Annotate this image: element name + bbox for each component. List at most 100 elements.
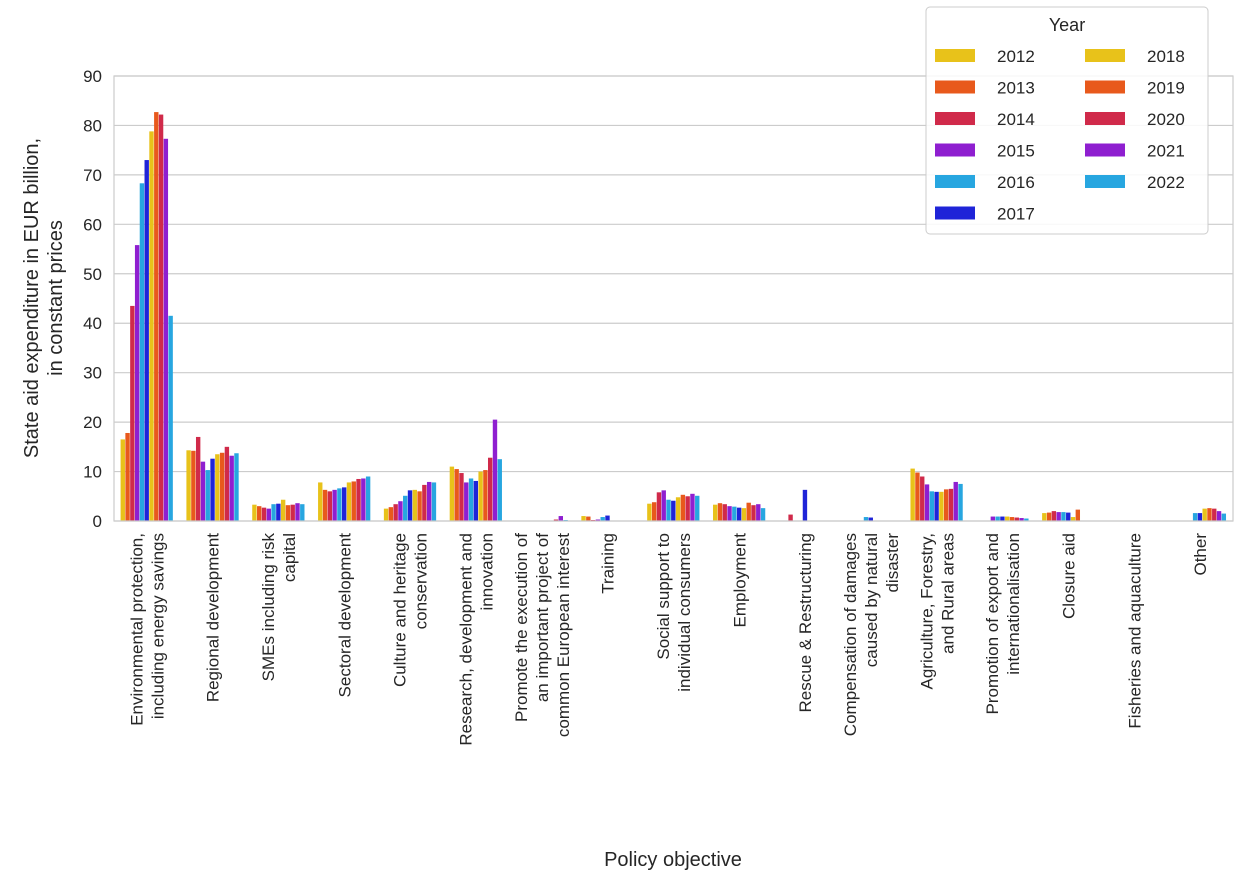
- bar-2017: [473, 480, 479, 521]
- bar-2017: [736, 507, 742, 521]
- bar-2017: [671, 500, 676, 521]
- legend-items: 2012 2013 2014 2015 2016 2017 2018 2019 2020 2021…: [935, 47, 1185, 224]
- bar-2020: [487, 457, 493, 521]
- bar-2017: [934, 491, 939, 521]
- legend-label-2019: 2019: [1147, 79, 1185, 98]
- legend-swatch-2020: [1085, 112, 1125, 125]
- legend-label-2012: 2012: [997, 47, 1035, 66]
- bar-2018: [1070, 517, 1076, 521]
- bar-2014: [788, 514, 793, 521]
- legend-label-2016: 2016: [997, 173, 1035, 192]
- bar-2012: [383, 508, 389, 521]
- bar-2017: [341, 487, 347, 521]
- bar-2016: [666, 499, 671, 521]
- bar-2021: [756, 504, 761, 521]
- bar-2013: [257, 506, 262, 521]
- bar-2014: [920, 476, 925, 521]
- bar-2019: [680, 494, 686, 521]
- bar-2013: [915, 472, 920, 521]
- legend-swatch-2012: [935, 49, 975, 62]
- bar-2015: [661, 490, 666, 521]
- legend-label-2018: 2018: [1147, 47, 1185, 66]
- bar-2015: [332, 489, 337, 521]
- x-tick-label: Culture and heritage conservation: [391, 533, 431, 687]
- bar-2017: [1000, 516, 1005, 521]
- bar-2021: [1216, 511, 1222, 521]
- bar-2018: [478, 471, 483, 521]
- bar-2015: [727, 506, 732, 521]
- x-tick-label: Closure aid: [1059, 533, 1078, 619]
- bar-2017: [407, 490, 413, 521]
- bar-2022: [958, 483, 963, 521]
- y-tick-label: 20: [83, 413, 102, 432]
- bar-2018: [215, 454, 220, 521]
- x-tick-label: Sectoral development: [335, 533, 354, 698]
- bar-2021: [361, 478, 366, 521]
- bar-2021: [953, 481, 958, 521]
- bar-2019: [1009, 517, 1015, 521]
- bar-2016: [732, 506, 737, 521]
- x-tick-label: Promote the execution of an important pro…: [512, 533, 573, 737]
- bar-2022: [760, 508, 766, 521]
- y-tick-label: 60: [83, 215, 102, 234]
- y-tick-label: 30: [83, 364, 102, 383]
- bar-2018: [675, 497, 681, 521]
- bar-2015: [398, 501, 403, 521]
- y-tick-label: 80: [83, 116, 102, 135]
- legend-label-2014: 2014: [997, 110, 1035, 129]
- legend-swatch-2021: [1085, 143, 1125, 157]
- bar-2021: [426, 481, 432, 521]
- bar-2020: [224, 446, 230, 521]
- bar-2015: [464, 482, 469, 521]
- bar-2016: [995, 516, 1000, 521]
- bar-2012: [581, 516, 586, 521]
- bar-2013: [454, 469, 459, 521]
- bar-2018: [346, 482, 352, 521]
- x-tick-label: Compensation of damages caused by natural…: [841, 533, 902, 737]
- bar-2015: [990, 516, 996, 521]
- legend: Year 2012 2013 2014 2015 2016 2017 2018 2019 202…: [925, 6, 1209, 235]
- y-tick-label: 0: [93, 512, 102, 531]
- bar-2017: [276, 503, 281, 521]
- bar-2017: [605, 515, 610, 521]
- bar-2016: [403, 495, 408, 521]
- bar-2022: [695, 495, 700, 521]
- bar-2019: [1075, 509, 1081, 521]
- bar-2017: [1197, 513, 1203, 521]
- x-tick-label: Environmental protection, including energ…: [127, 533, 167, 726]
- bar-2016: [271, 504, 276, 521]
- bar-2022: [497, 459, 502, 521]
- bar-2014: [656, 492, 662, 521]
- bar-2022: [168, 315, 173, 521]
- bar-2013: [388, 507, 394, 521]
- bar-2019: [285, 505, 291, 521]
- y-axis-label-line: State aid expenditure in EUR billion,: [21, 138, 43, 458]
- bar-2016: [468, 478, 474, 521]
- bar-2016: [863, 517, 869, 521]
- legend-swatch-2019: [1085, 80, 1125, 94]
- bar-2014: [261, 507, 267, 521]
- bar-2020: [356, 478, 361, 521]
- x-tick-label: Fisheries and aquaculture: [1125, 533, 1144, 729]
- bar-2012: [186, 450, 191, 521]
- legend-swatch-2016: [935, 175, 975, 188]
- bar-2016: [1061, 512, 1066, 521]
- bar-2016: [205, 470, 210, 521]
- bar-2022: [365, 476, 371, 521]
- bar-2020: [158, 114, 164, 522]
- bar-2014: [722, 504, 727, 521]
- bar-2018: [1202, 508, 1207, 521]
- bar-2014: [195, 436, 201, 521]
- bar-2013: [586, 516, 591, 521]
- bar-2013: [191, 450, 196, 521]
- bar-2018: [412, 489, 417, 521]
- bar-2020: [1212, 508, 1217, 521]
- y-axis-label-line: in constant prices: [45, 220, 67, 376]
- bar-2013: [125, 432, 130, 521]
- bar-2022: [300, 504, 305, 521]
- bar-2018: [939, 491, 944, 521]
- bar-2019: [943, 489, 949, 521]
- bar-2020: [1014, 517, 1019, 521]
- legend-swatch-2017: [935, 206, 975, 220]
